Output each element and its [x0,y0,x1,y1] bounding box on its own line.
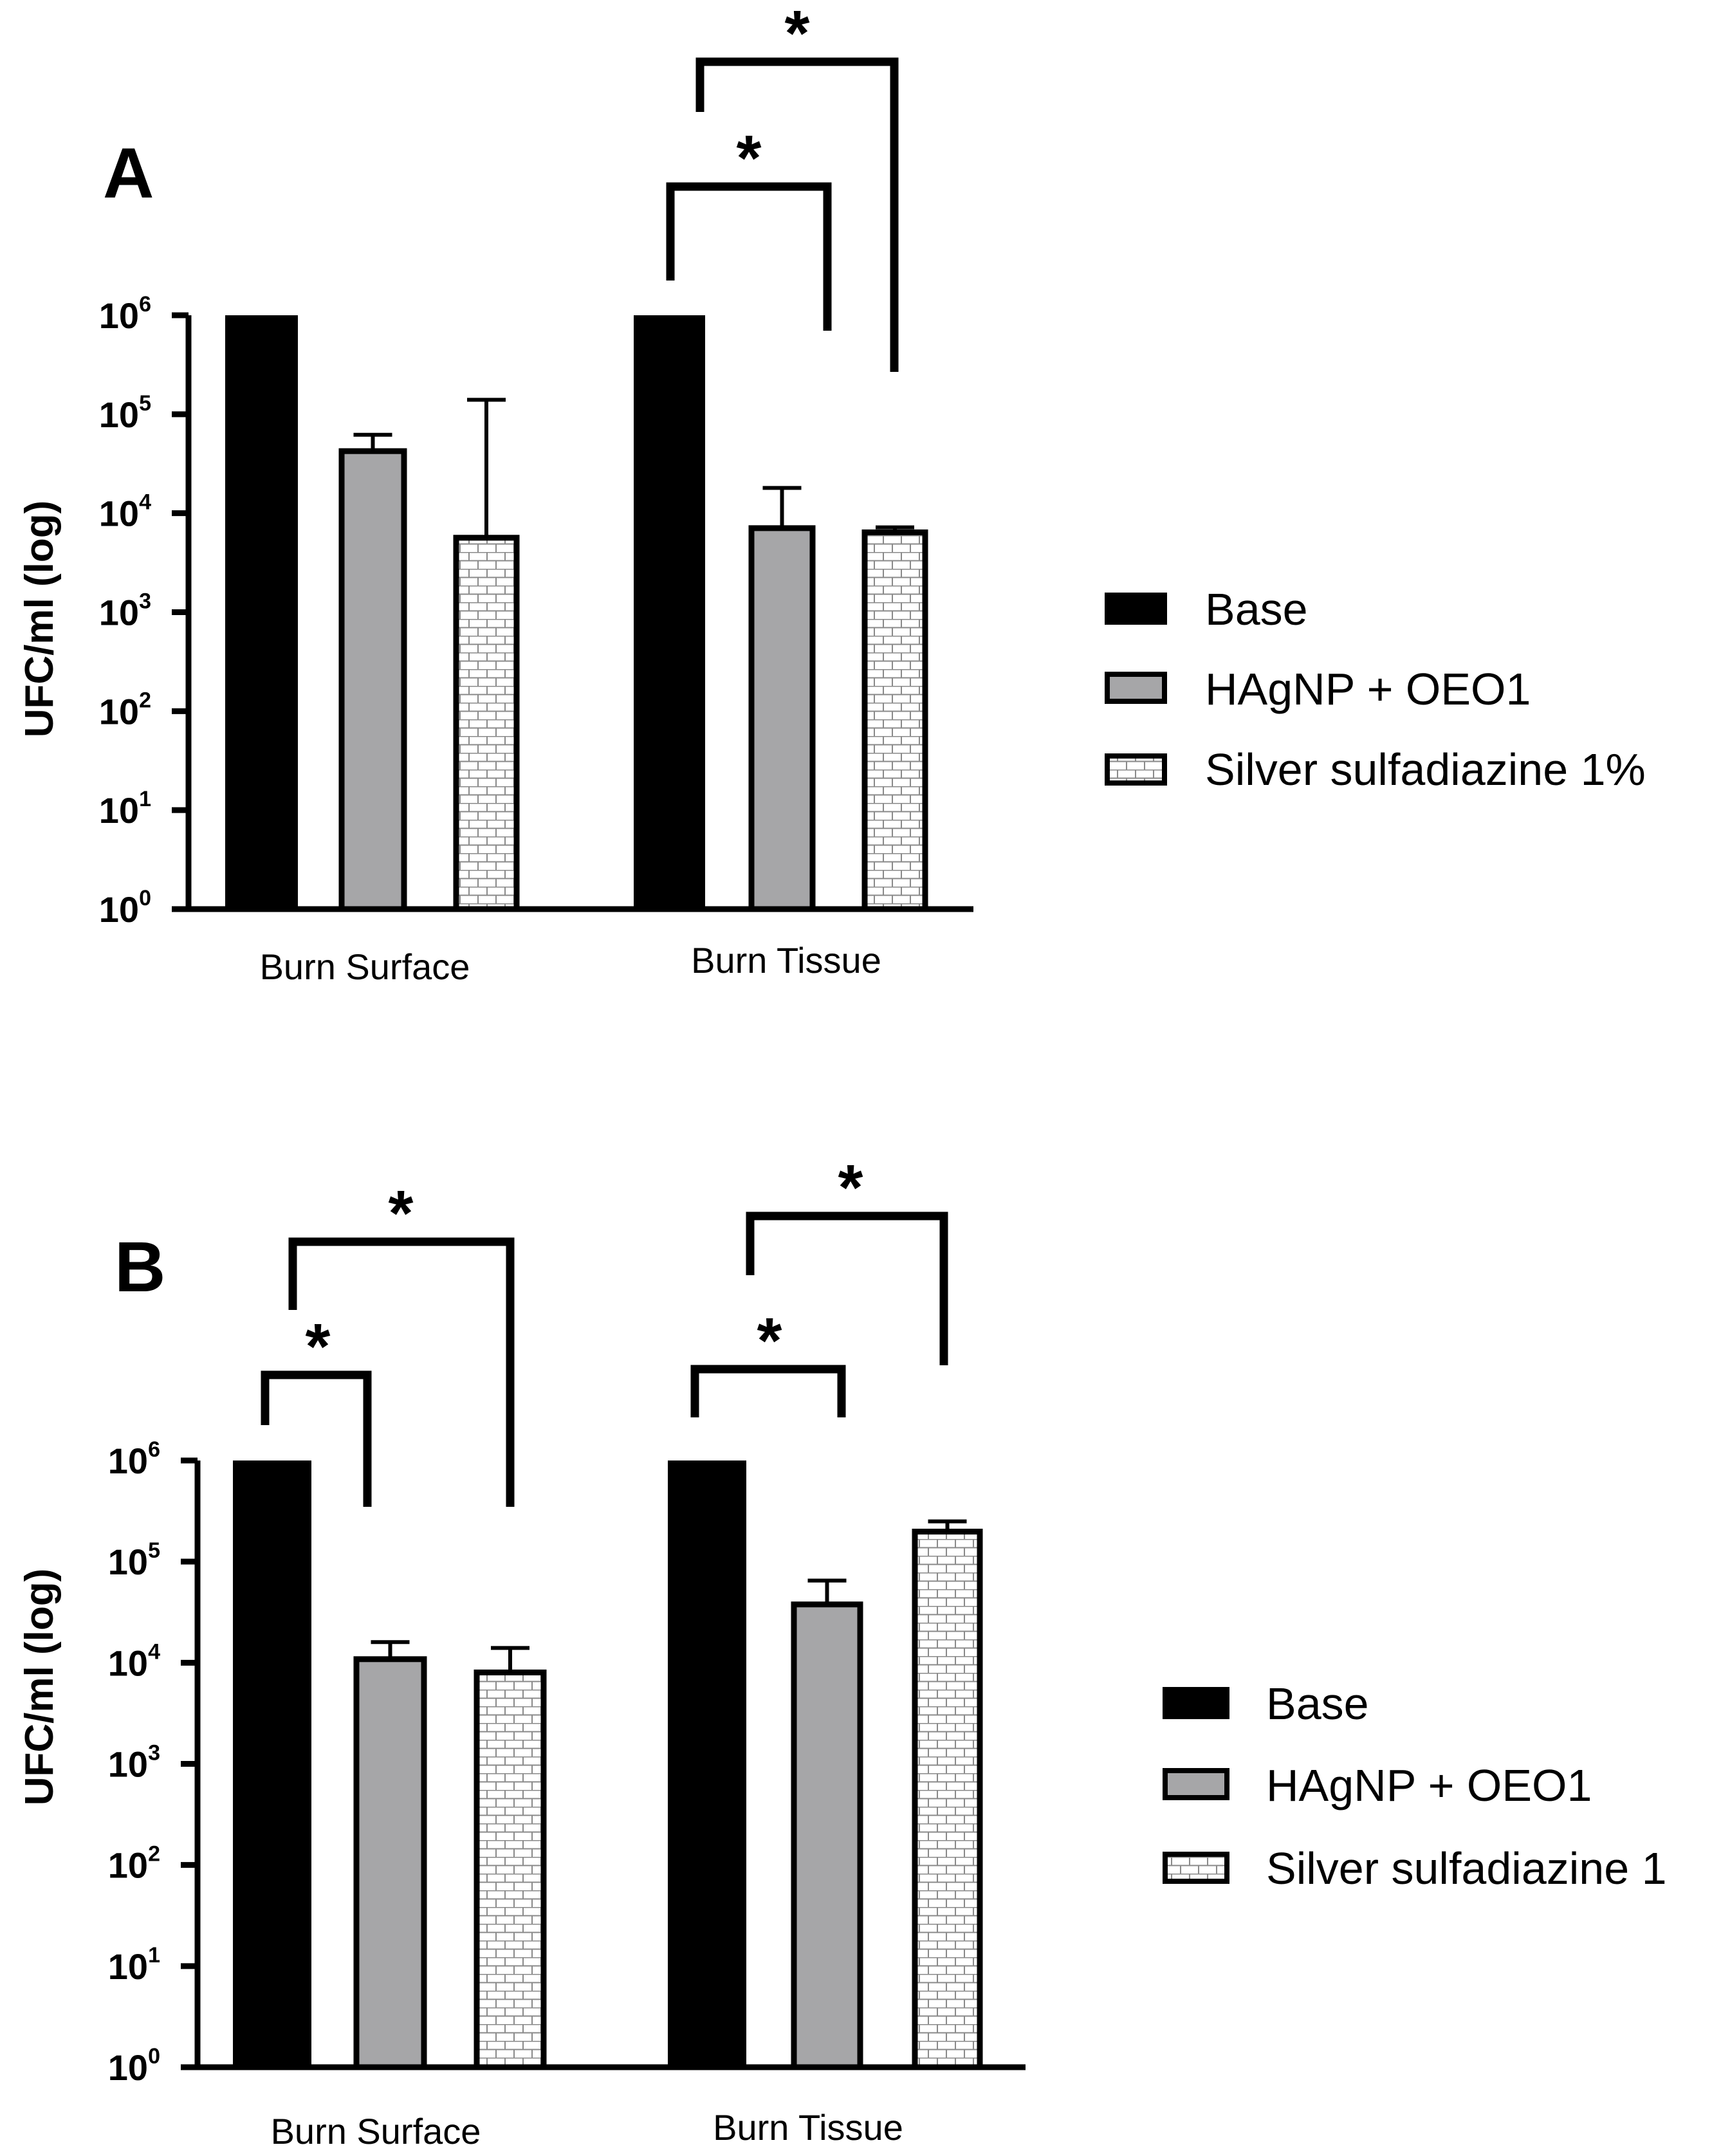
panel-a-bar-surface-base [225,315,298,909]
panel-a-bar-surface-silver [453,535,520,912]
panel-b-bar-surface-base [233,1460,311,2067]
panel-b-legend-swatch-silver [1163,1852,1229,1884]
panel-a-legend-swatch-hagnp [1105,672,1167,704]
panel-b-bar-tissue-hagnp [791,1601,863,2070]
panel-b-y-tick-label-3: 103 [108,1741,160,1785]
panel-b-bar-surface-hagnp [353,1656,427,2070]
panel-b-category-label-burn-surface: Burn Surface [271,2111,481,2151]
panel-b: B UFC/ml (log) 100 101 102 103 104 105 106 Bur… [17,1152,1667,2151]
panel-a-y-tick-label-5: 105 [99,391,151,435]
panel-a-bar-surface-hagnp [338,448,407,912]
panel-b-sig-star-surface-base-vs-hagnp: * [306,1311,331,1383]
panel-b-y-tick-label-0: 100 [108,2044,160,2088]
panel-a-bar-tissue-silver [861,529,928,912]
panel-a-title: A [103,134,154,213]
panel-b-sig-star-tissue-base-vs-hagnp: * [757,1305,782,1377]
panel-a-legend-label-base: Base [1205,584,1308,634]
panel-a-y-tick-label-3: 103 [99,589,151,633]
panel-a-sig-star-tissue-base-vs-silver: * [785,0,810,69]
panel-b-bar-surface-silver [474,1669,547,2070]
panel-b-y-tick-label-4: 104 [108,1639,160,1683]
panel-b-title: B [115,1228,165,1307]
panel-a-legend-swatch-base [1105,593,1167,625]
panel-a-y-tick-label-1: 101 [99,787,151,831]
panel-b-y-tick-label-1: 101 [108,1943,160,1987]
panel-a-y-tick-label-4: 104 [99,490,151,534]
panel-a: A UFC/ml (log) 100 101 102 103 104 105 106 Bur… [17,0,1646,987]
panel-a-y-tick-label-6: 106 [99,292,151,336]
panel-b-legend-swatch-hagnp [1163,1768,1229,1800]
panel-b-sig-bracket-surface-base-vs-silver [288,1237,515,1507]
panel-a-legend-swatch-silver [1105,753,1167,786]
panel-a-sig-bracket-tissue-base-vs-silver [695,57,899,372]
panel-b-legend: Base HAgNP + OEO1 Silver sulfadiazine 1 [1163,1679,1667,1893]
panel-a-sig-bracket-tissue-base-vs-hagnp [666,182,832,331]
panel-b-sig-bracket-tissue-base-vs-hagnp [690,1365,846,1417]
panel-b-y-tick-label-6: 106 [108,1437,160,1481]
panel-a-category-label-burn-tissue: Burn Tissue [691,940,881,981]
panel-b-legend-label-hagnp: HAgNP + OEO1 [1266,1760,1592,1810]
panel-a-bar-tissue-hagnp [748,525,816,912]
panel-a-legend: Base HAgNP + OEO1 Silver sulfadiazine 1% [1105,584,1646,795]
panel-a-legend-label-silver: Silver sulfadiazine 1% [1205,744,1646,795]
panel-b-y-axis-label: UFC/ml (log) [17,1569,62,1806]
panel-b-legend-swatch-base [1163,1687,1229,1719]
panel-a-y-axis-label: UFC/ml (log) [17,501,62,738]
panel-a-category-label-burn-surface: Burn Surface [260,946,470,987]
panel-b-sig-star-tissue-base-vs-silver: * [838,1152,863,1224]
panel-b-category-label-burn-tissue: Burn Tissue [713,2107,903,2148]
panel-b-y-tick-label-5: 105 [108,1538,160,1582]
panel-a-sig-star-tissue-base-vs-hagnp: * [737,122,762,194]
panel-b-legend-label-base: Base [1266,1679,1369,1729]
panel-a-bar-tissue-base [634,315,705,909]
panel-b-sig-star-surface-base-vs-silver: * [389,1177,414,1249]
panel-b-bar-tissue-silver [912,1529,983,2070]
panel-b-sig-bracket-surface-base-vs-hagnp [261,1370,372,1507]
panel-a-legend-label-hagnp: HAgNP + OEO1 [1205,664,1531,714]
panel-b-legend-label-silver: Silver sulfadiazine 1 [1266,1843,1667,1893]
panel-b-sig-bracket-tissue-base-vs-silver [746,1212,948,1365]
panel-b-bar-tissue-base [668,1460,746,2067]
panel-b-y-tick-label-2: 102 [108,1842,160,1886]
panel-a-y-tick-label-0: 100 [99,886,151,930]
panel-a-y-tick-label-2: 102 [99,688,151,732]
